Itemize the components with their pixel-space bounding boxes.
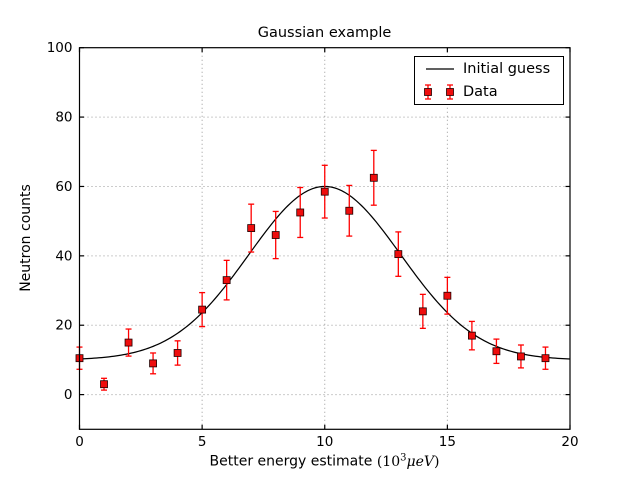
svg-text:15: 15 xyxy=(439,434,456,450)
legend-entry-data: Data xyxy=(415,81,563,102)
svg-text:20: 20 xyxy=(55,318,72,334)
x-axis-label-text: Better energy estimate xyxy=(209,453,377,470)
svg-text:60: 60 xyxy=(55,179,72,195)
x-axis-label-math: (103μeV) xyxy=(376,452,440,470)
svg-text:100: 100 xyxy=(47,40,73,56)
math-unit: μeV xyxy=(406,453,435,470)
errorbar-sample-icon xyxy=(424,84,454,100)
svg-text:0: 0 xyxy=(64,387,73,403)
legend-entry-initial-guess: Initial guess xyxy=(415,59,563,80)
math-close-paren: ) xyxy=(434,453,440,470)
math-base: 10 xyxy=(382,453,401,470)
svg-text:40: 40 xyxy=(55,248,72,264)
svg-text:5: 5 xyxy=(198,434,207,450)
legend-line-sample xyxy=(415,60,463,78)
legend-data-sample xyxy=(415,83,463,101)
legend: Initial guess Data xyxy=(414,56,564,105)
svg-text:20: 20 xyxy=(561,434,578,450)
legend-label-initial-guess: Initial guess xyxy=(463,61,551,78)
chart-title: Gaussian example xyxy=(257,25,392,41)
math-exponent: 3 xyxy=(400,452,407,463)
svg-text:10: 10 xyxy=(316,434,333,450)
math-open-paren: ( xyxy=(376,453,383,470)
y-axis-label: Neutron counts xyxy=(18,184,34,292)
legend-label-data: Data xyxy=(463,83,498,100)
line-sample-icon xyxy=(426,68,454,70)
x-axis-label: Better energy estimate (103μeV) xyxy=(79,452,570,470)
svg-text:80: 80 xyxy=(55,110,72,126)
svg-text:0: 0 xyxy=(75,434,84,450)
